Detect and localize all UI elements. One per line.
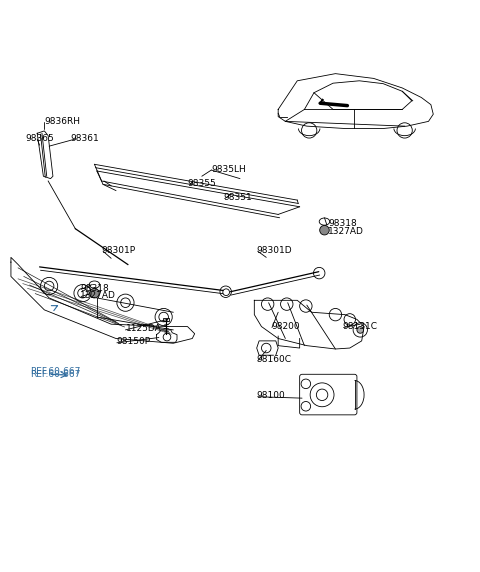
Text: 98318: 98318 <box>328 220 357 228</box>
Circle shape <box>320 225 329 235</box>
Text: 98131C: 98131C <box>343 322 378 331</box>
Text: 98150P: 98150P <box>116 337 150 346</box>
Text: REF.60-667: REF.60-667 <box>30 370 80 379</box>
Circle shape <box>357 327 364 333</box>
Text: 98351: 98351 <box>223 193 252 202</box>
Text: 98361: 98361 <box>71 133 99 142</box>
Text: 98301P: 98301P <box>102 246 136 255</box>
Circle shape <box>90 288 99 298</box>
Text: 98160C: 98160C <box>257 355 292 364</box>
Text: 98355: 98355 <box>188 179 216 188</box>
Text: 1327AD: 1327AD <box>328 227 364 236</box>
Text: 98301D: 98301D <box>257 246 292 255</box>
Text: REF.60-667: REF.60-667 <box>30 367 80 376</box>
Text: 98100: 98100 <box>257 391 286 400</box>
Text: 9835LH: 9835LH <box>211 165 246 173</box>
Text: 1125DA: 1125DA <box>125 324 161 333</box>
Text: 98318: 98318 <box>80 284 109 293</box>
Text: 98200: 98200 <box>271 322 300 331</box>
FancyBboxPatch shape <box>300 374 357 415</box>
Polygon shape <box>163 319 169 321</box>
Circle shape <box>223 289 229 296</box>
Text: 98365: 98365 <box>25 133 54 142</box>
Text: 1327AD: 1327AD <box>80 291 116 300</box>
Text: 9836RH: 9836RH <box>44 117 80 126</box>
